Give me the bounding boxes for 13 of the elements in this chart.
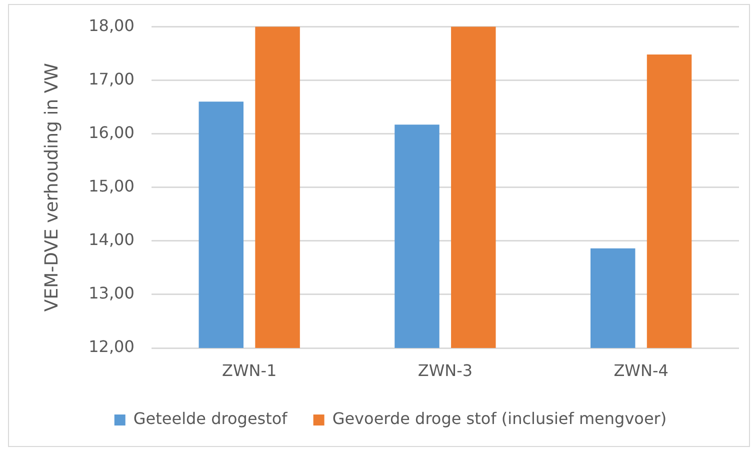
y-tick-label: 14,00	[88, 230, 134, 250]
y-tick-label: 15,00	[88, 176, 134, 196]
y-axis-title: VEM-DVE verhouding in VW	[41, 62, 62, 312]
y-tick-label: 12,00	[88, 337, 134, 356]
x-tick-label: ZWN-3	[418, 360, 473, 380]
y-tick-label: 13,00	[88, 284, 134, 303]
y-tick-label: 18,00	[88, 16, 134, 35]
x-tick-label: ZWN-4	[614, 360, 668, 380]
legend-label: Gevoerde droge stof (inclusief mengvoer)	[332, 409, 667, 428]
y-tick-label: 16,00	[88, 122, 134, 142]
y-tick-label: 17,00	[88, 69, 134, 88]
x-tick-label: ZWN-1	[222, 360, 277, 380]
legend-label: Geteelde drogestof	[133, 409, 288, 428]
